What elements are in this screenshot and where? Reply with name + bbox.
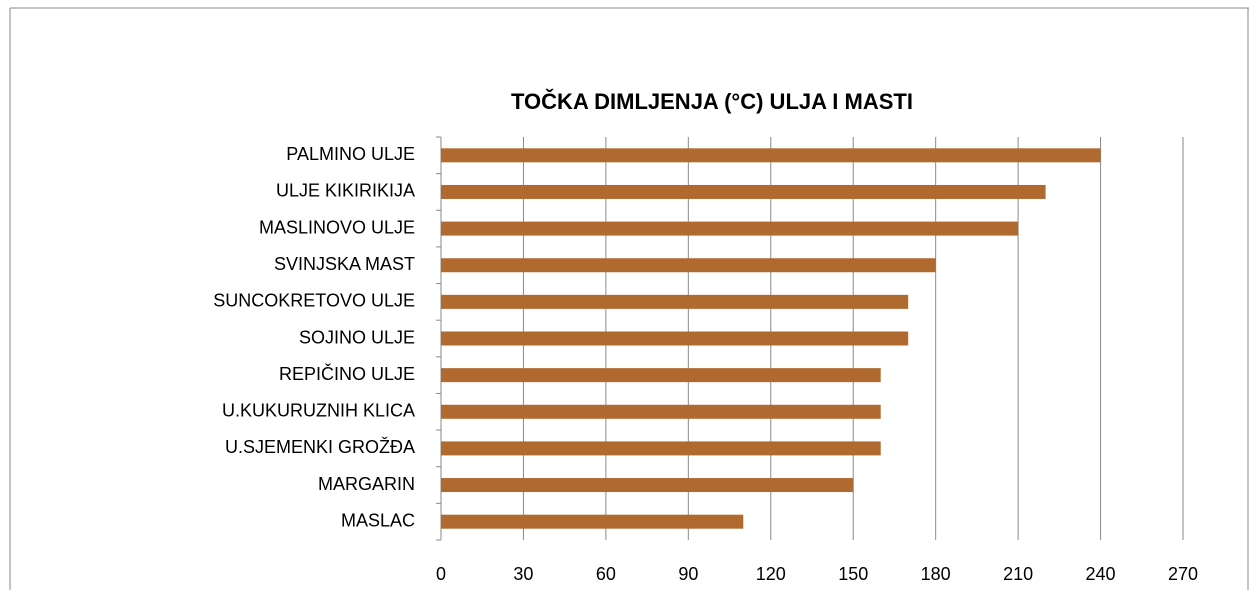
x-tick-label: 0 [436,564,446,584]
bar [441,514,744,529]
bar [441,331,909,346]
x-tick-label: 120 [756,564,786,584]
y-tick-label: SVINJSKA MAST [274,254,415,274]
y-tick-label: REPIČINO ULJE [279,363,415,384]
bar [441,478,854,493]
x-tick-label: 90 [678,564,698,584]
y-tick-label: U.KUKURUZNIH KLICA [222,401,415,421]
x-tick-label: 30 [513,564,533,584]
bar [441,258,936,273]
y-tick-label: U.SJEMENKI GROŽĐA [225,437,415,457]
y-tick-label: MASLAC [341,510,415,530]
bar [441,184,1046,199]
x-tick-label: 240 [1086,564,1116,584]
chart-title: TOČKA DIMLJENJA (°C) ULJA I MASTI [511,89,913,114]
x-tick-label: 180 [921,564,951,584]
bar [441,148,1101,163]
x-tick-label: 210 [1003,564,1033,584]
x-tick-label: 270 [1168,564,1198,584]
y-tick-label: SUNCOKRETOVO ULJE [213,291,415,311]
y-tick-label: PALMINO ULJE [286,144,415,164]
bar [441,441,881,456]
x-tick-label: 60 [596,564,616,584]
y-tick-label: SOJINO ULJE [299,327,415,347]
bar [441,368,881,383]
y-tick-label: ULJE KIKIRIKIJA [276,181,415,201]
bar [441,404,881,419]
bar [441,294,909,309]
x-tick-label: 150 [838,564,868,584]
bar [441,221,1019,236]
y-tick-label: MASLINOVO ULJE [259,217,415,237]
y-tick-label: MARGARIN [318,474,415,494]
